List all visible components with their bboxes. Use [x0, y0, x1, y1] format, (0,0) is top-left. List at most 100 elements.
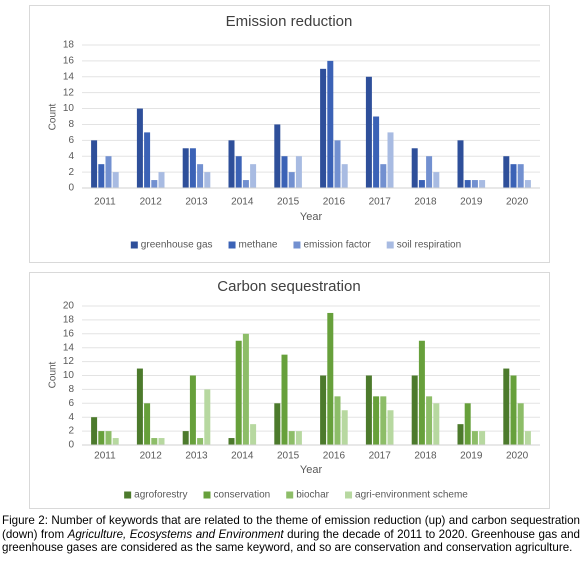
bar: [327, 60, 334, 189]
legend-swatch: [130, 241, 138, 249]
y-tick-label: 14: [63, 71, 75, 82]
bar: [189, 375, 196, 445]
y-tick-label: 12: [63, 87, 75, 98]
bar: [151, 438, 158, 445]
bar: [503, 156, 510, 188]
bar: [235, 340, 242, 445]
bar: [510, 164, 517, 188]
bar: [112, 438, 119, 445]
bar: [524, 180, 531, 188]
bar: [242, 333, 249, 445]
x-tick-label: 2019: [460, 451, 483, 462]
legend-swatch: [124, 491, 132, 499]
x-axis-label: Year: [300, 464, 323, 476]
y-tick-label: 8: [68, 119, 74, 130]
y-tick-label: 12: [63, 356, 75, 367]
bar: [479, 431, 486, 445]
y-tick-label: 4: [68, 412, 74, 423]
bar: [204, 172, 211, 188]
x-tick-label: 2015: [277, 197, 300, 208]
bar: [373, 116, 380, 188]
caption-journal: Agriculture, Ecosystems and Environment: [67, 527, 284, 541]
bar: [197, 438, 204, 445]
bar: [334, 396, 341, 445]
legend-label: methane: [239, 240, 278, 251]
bar: [242, 180, 249, 188]
bar: [524, 431, 531, 445]
legend-label: agri-environment scheme: [355, 490, 468, 501]
bar: [365, 76, 372, 188]
x-tick-label: 2011: [94, 451, 116, 462]
bar: [426, 396, 433, 445]
bar: [433, 172, 440, 188]
legend: greenhouse gas methane emission factor soil…: [130, 240, 461, 251]
y-tick-label: 10: [63, 103, 75, 114]
x-tick-label: 2014: [231, 451, 254, 462]
bar: [274, 403, 281, 445]
bar: [144, 403, 151, 445]
bar: [182, 431, 189, 445]
y-tick-label: 16: [63, 56, 75, 67]
y-tick-label: 18: [63, 40, 75, 51]
y-tick-label: 2: [68, 167, 74, 178]
x-tick-label: 2017: [369, 197, 392, 208]
bar: [98, 431, 105, 445]
bar: [373, 396, 380, 445]
bar: [426, 156, 433, 188]
bar: [471, 431, 478, 445]
bar: [320, 68, 327, 188]
y-tick-label: 14: [63, 342, 75, 353]
x-tick-label: 2019: [460, 197, 483, 208]
x-tick-label: 2016: [323, 197, 346, 208]
legend-label: biochar: [296, 490, 329, 501]
x-tick-label: 2018: [414, 451, 437, 462]
bar: [105, 156, 112, 188]
y-tick-label: 6: [68, 135, 74, 146]
y-tick-label: 20: [63, 301, 75, 312]
legend-label: soil respiration: [397, 240, 461, 251]
bar: [250, 424, 257, 445]
y-tick-label: 4: [68, 151, 74, 162]
bar: [464, 180, 471, 188]
y-tick-label: 10: [63, 370, 75, 381]
bar: [136, 368, 143, 445]
x-tick-label: 2013: [185, 197, 208, 208]
legend-label: conservation: [214, 490, 271, 501]
bar: [235, 156, 242, 188]
bar: [204, 389, 211, 445]
legend-label: emission factor: [303, 240, 371, 251]
x-axis-label: Year: [300, 211, 323, 223]
x-tick-label: 2012: [140, 451, 163, 462]
bar: [341, 410, 348, 445]
bar: [418, 340, 425, 445]
bar: [189, 148, 196, 188]
bar: [503, 368, 510, 445]
bar: [136, 108, 143, 188]
x-tick-label: 2018: [414, 197, 437, 208]
bar: [197, 164, 204, 188]
bar: [387, 410, 394, 445]
bar: [288, 431, 295, 445]
bar: [471, 180, 478, 188]
y-tick-label: 0: [68, 440, 74, 451]
bar: [411, 375, 418, 445]
y-tick-label: 0: [68, 183, 74, 194]
bar: [91, 140, 98, 188]
x-tick-label: 2014: [231, 197, 254, 208]
legend: agroforestry conservation biochar agri-envi…: [124, 490, 468, 501]
bar: [295, 156, 302, 188]
bar: [517, 164, 524, 188]
y-tick-label: 2: [68, 426, 74, 437]
y-axis-label: Count: [48, 103, 59, 130]
bar: [288, 172, 295, 188]
y-axis-label: Count: [48, 361, 59, 388]
legend-swatch: [286, 491, 294, 499]
bar: [479, 180, 486, 188]
bar: [320, 375, 327, 445]
legend-label: greenhouse gas: [141, 240, 213, 251]
bar: [105, 431, 112, 445]
bar: [151, 180, 158, 188]
bar: [510, 375, 517, 445]
bar: [91, 417, 98, 445]
